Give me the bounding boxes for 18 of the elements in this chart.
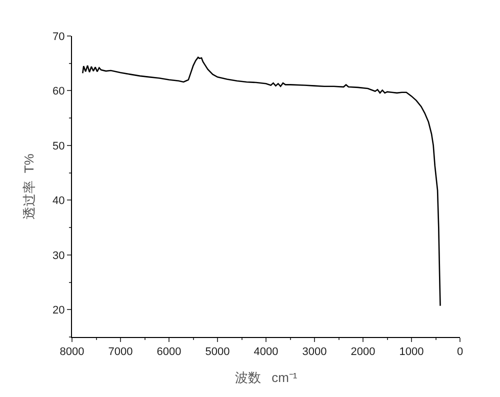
y-tick-label: 20 bbox=[52, 304, 65, 316]
line-series bbox=[82, 56, 441, 306]
x-tick-label: 8000 bbox=[60, 346, 84, 358]
x-tick-label: 5000 bbox=[205, 346, 230, 358]
x-tick-label: 6000 bbox=[156, 346, 182, 358]
y-tick-label: 40 bbox=[52, 195, 65, 208]
y-tick-label: 30 bbox=[52, 250, 65, 262]
y-tick-label: 60 bbox=[52, 86, 65, 98]
x-tick-label: 0 bbox=[456, 346, 464, 358]
y-tick-label: 50 bbox=[52, 140, 65, 152]
x-tick-label: 1000 bbox=[399, 346, 424, 358]
y-axis-title: 透过率 T% bbox=[22, 153, 36, 220]
x-tick-label: 2000 bbox=[350, 346, 376, 358]
x-tick-label: 3000 bbox=[302, 346, 327, 358]
x-tick-label: 4000 bbox=[254, 346, 278, 358]
x-tick-label: 7000 bbox=[108, 346, 133, 358]
y-tick-label: 70 bbox=[52, 30, 65, 43]
x-axis-title: 波数 cm⁻¹ bbox=[234, 370, 298, 385]
